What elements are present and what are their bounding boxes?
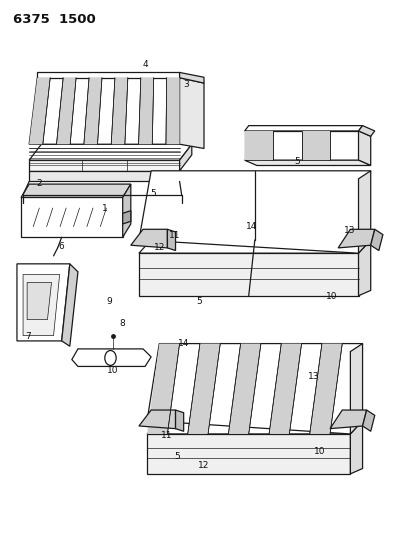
Polygon shape bbox=[123, 184, 131, 237]
Polygon shape bbox=[338, 229, 375, 248]
Polygon shape bbox=[29, 78, 50, 144]
Polygon shape bbox=[228, 344, 261, 434]
Polygon shape bbox=[180, 78, 204, 149]
Text: 5: 5 bbox=[295, 157, 300, 166]
Polygon shape bbox=[21, 197, 123, 237]
Text: 10: 10 bbox=[326, 292, 338, 301]
Polygon shape bbox=[21, 184, 131, 197]
Polygon shape bbox=[180, 72, 204, 83]
Text: 6: 6 bbox=[59, 242, 64, 251]
Polygon shape bbox=[139, 410, 175, 429]
Polygon shape bbox=[111, 78, 128, 144]
Polygon shape bbox=[29, 144, 192, 160]
Polygon shape bbox=[359, 240, 371, 296]
Text: 12: 12 bbox=[153, 244, 165, 253]
Polygon shape bbox=[17, 264, 70, 341]
Polygon shape bbox=[302, 131, 330, 160]
Text: 5: 5 bbox=[150, 189, 156, 198]
Polygon shape bbox=[371, 229, 383, 251]
Text: 13: 13 bbox=[308, 372, 319, 381]
Polygon shape bbox=[350, 421, 363, 474]
Polygon shape bbox=[245, 131, 273, 160]
Polygon shape bbox=[245, 126, 363, 131]
Text: 12: 12 bbox=[198, 462, 210, 470]
Text: 10: 10 bbox=[107, 366, 118, 375]
Polygon shape bbox=[72, 349, 151, 367]
Polygon shape bbox=[147, 421, 363, 434]
Polygon shape bbox=[180, 144, 192, 171]
Polygon shape bbox=[359, 131, 371, 165]
Polygon shape bbox=[175, 410, 184, 431]
Text: 3: 3 bbox=[183, 80, 188, 89]
Polygon shape bbox=[131, 229, 167, 248]
Polygon shape bbox=[139, 171, 371, 253]
Text: 5: 5 bbox=[174, 453, 180, 462]
Polygon shape bbox=[29, 78, 180, 144]
Text: 10: 10 bbox=[314, 447, 326, 456]
Polygon shape bbox=[123, 211, 131, 224]
Polygon shape bbox=[269, 344, 302, 434]
Polygon shape bbox=[147, 434, 350, 474]
Polygon shape bbox=[29, 171, 180, 181]
Text: 9: 9 bbox=[107, 296, 113, 305]
Text: 5: 5 bbox=[196, 296, 202, 305]
Polygon shape bbox=[37, 72, 180, 78]
Polygon shape bbox=[147, 344, 180, 434]
Polygon shape bbox=[139, 253, 359, 296]
Text: 13: 13 bbox=[344, 226, 355, 235]
Polygon shape bbox=[23, 274, 60, 336]
Text: 14: 14 bbox=[178, 339, 189, 348]
Polygon shape bbox=[245, 131, 359, 160]
Polygon shape bbox=[359, 171, 371, 253]
Text: 6375  1500: 6375 1500 bbox=[13, 13, 95, 26]
Polygon shape bbox=[27, 282, 51, 320]
Text: 11: 11 bbox=[169, 231, 180, 240]
Text: 11: 11 bbox=[161, 431, 172, 440]
Polygon shape bbox=[147, 344, 363, 434]
Polygon shape bbox=[363, 410, 375, 431]
Text: 1: 1 bbox=[102, 204, 107, 213]
Polygon shape bbox=[139, 240, 371, 253]
Polygon shape bbox=[62, 264, 78, 346]
Polygon shape bbox=[359, 126, 375, 136]
Polygon shape bbox=[139, 78, 154, 144]
Polygon shape bbox=[245, 160, 371, 165]
Text: 7: 7 bbox=[25, 332, 31, 341]
Polygon shape bbox=[29, 160, 180, 171]
Polygon shape bbox=[330, 410, 367, 429]
Text: 4: 4 bbox=[142, 60, 148, 69]
Text: 8: 8 bbox=[119, 319, 125, 328]
Polygon shape bbox=[84, 78, 102, 144]
Text: 2: 2 bbox=[36, 179, 42, 188]
Polygon shape bbox=[310, 344, 342, 434]
Text: 14: 14 bbox=[246, 222, 258, 231]
Polygon shape bbox=[166, 78, 180, 144]
Polygon shape bbox=[57, 78, 76, 144]
Polygon shape bbox=[167, 229, 175, 251]
Polygon shape bbox=[188, 344, 220, 434]
Polygon shape bbox=[350, 344, 363, 434]
